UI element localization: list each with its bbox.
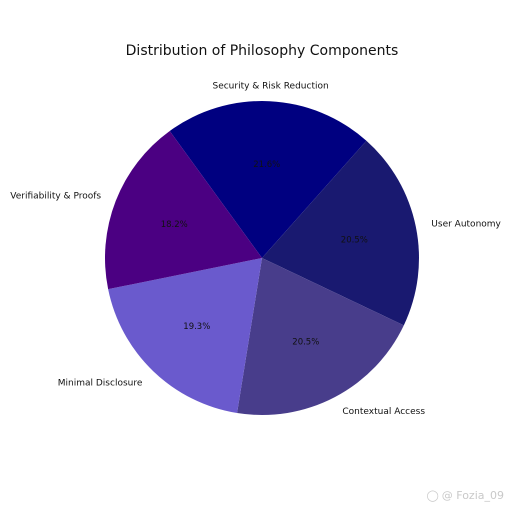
watermark-text: @ Fozia_09 — [441, 489, 504, 502]
pie-category-label: Minimal Disclosure — [58, 379, 143, 389]
pie-slices — [105, 101, 419, 416]
chart-title: Distribution of Philosophy Components — [126, 43, 399, 59]
pie-slice-security-risk-reduction — [169, 101, 367, 258]
pie-value-label: 20.5% — [341, 235, 368, 245]
pie-value-label: 18.2% — [161, 220, 188, 230]
pie-slice-contextual-access — [237, 258, 404, 416]
pie-slice-verifiability-proofs — [105, 130, 262, 290]
pie-category-label: Verifiability & Proofs — [10, 191, 101, 201]
watermark: ◯ @ Fozia_09 — [426, 489, 504, 502]
weibo-icon: ◯ — [426, 489, 439, 502]
pie-slice-user-autonomy — [262, 140, 419, 326]
pie-slice-minimal-disclosure — [108, 258, 262, 414]
pie-category-label: Security & Risk Reduction — [212, 82, 328, 92]
pie-category-label: Contextual Access — [342, 407, 425, 417]
pie-value-label: 21.6% — [253, 160, 280, 170]
pie-value-label: 19.3% — [183, 322, 210, 332]
pie-category-label: User Autonomy — [431, 220, 501, 230]
pie-labels: 21.6% Security & Risk Reduction 20.5% User … — [10, 82, 501, 417]
pie-value-label: 20.5% — [292, 337, 319, 347]
